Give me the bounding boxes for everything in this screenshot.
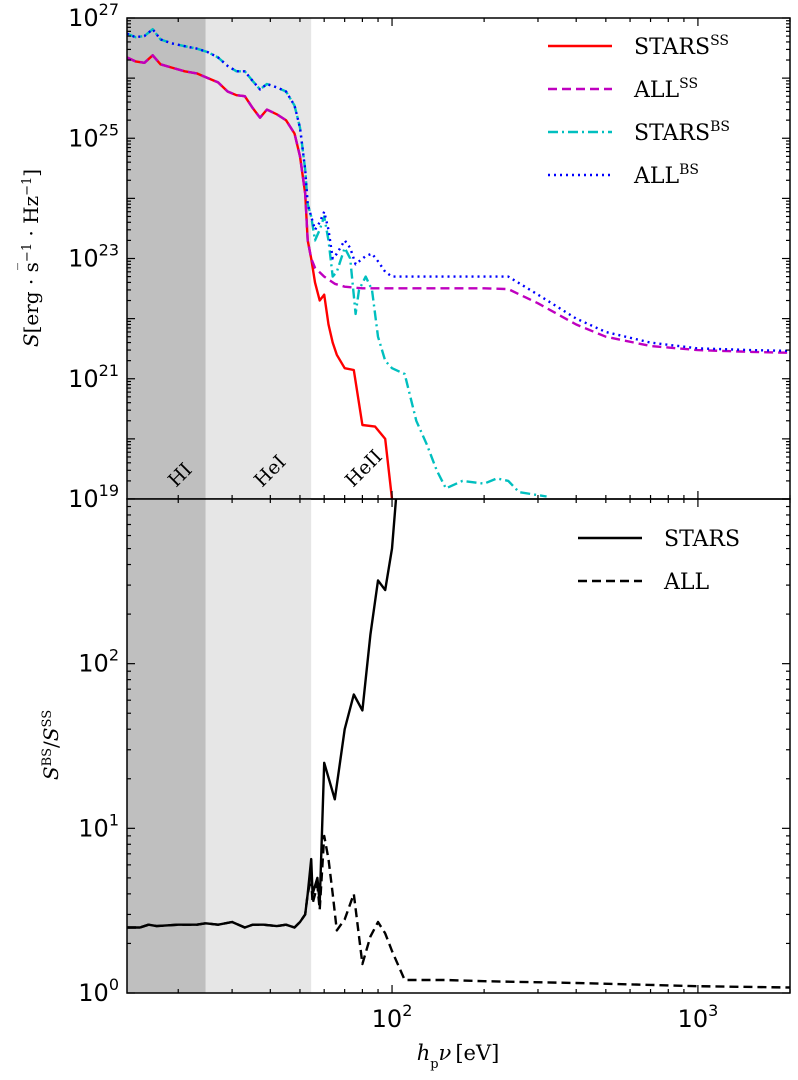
top-ticks: 1019 1021 1023 1025 1027: [68, 0, 791, 513]
band-hei: [205, 18, 312, 499]
top-y-axis-label-bar: ‾: [16, 263, 32, 270]
top-bands: [127, 18, 312, 499]
band-label-heii: HeII: [341, 446, 387, 492]
top-series-stars-bs-line: [127, 28, 547, 498]
bottom-series: [127, 499, 790, 989]
bottom-series-all-line: [127, 834, 790, 989]
top-ytick-label: 1027: [68, 0, 119, 32]
bottom-ticks: 100 101 102 102 103: [78, 498, 791, 1033]
bottom-legend: STARS ALL: [578, 527, 740, 595]
bottom-xtick-label: 103: [678, 1001, 719, 1033]
bottom-legend-label: ALL: [663, 570, 709, 595]
top-y-axis-label: S[erg · s−1 · Hz−1]: [19, 169, 43, 347]
x-axis-label: hpν [eV]: [417, 1041, 500, 1072]
top-legend-label: STARSSS: [634, 33, 729, 60]
top-ytick-label: 1021: [68, 361, 119, 393]
bottom-ytick-label: 102: [78, 646, 119, 678]
top-legend-label: STARSBS: [634, 119, 730, 146]
band-hei: [205, 499, 312, 993]
top-series: [127, 28, 790, 499]
bottom-xtick-label: 102: [372, 1001, 413, 1033]
bottom-bands: [127, 499, 312, 993]
top-series-all-ss-line: [127, 54, 790, 354]
bottom-axes-frame: [126, 498, 791, 994]
bottom-panel: 100 101 102 102 103 STARS ALL SBS/SSS hpν [eV]: [39, 498, 791, 1072]
top-ytick-label: 1019: [68, 481, 119, 513]
top-legend-label: ALLSS: [633, 76, 698, 103]
bottom-ytick-label: 100: [78, 975, 119, 1007]
band-hi: [127, 499, 206, 993]
band-hi: [127, 18, 206, 499]
top-legend-label: ALLBS: [633, 162, 699, 189]
bottom-ytick-label: 101: [78, 810, 119, 842]
top-ytick-label: 1023: [68, 241, 119, 273]
top-legend: STARSSS ALLSS STARSBS ALLBS: [548, 33, 730, 189]
top-ytick-label: 1025: [68, 120, 119, 152]
bottom-y-axis-label: SBS/SSS: [39, 710, 63, 780]
bottom-legend-label: STARS: [664, 527, 740, 552]
